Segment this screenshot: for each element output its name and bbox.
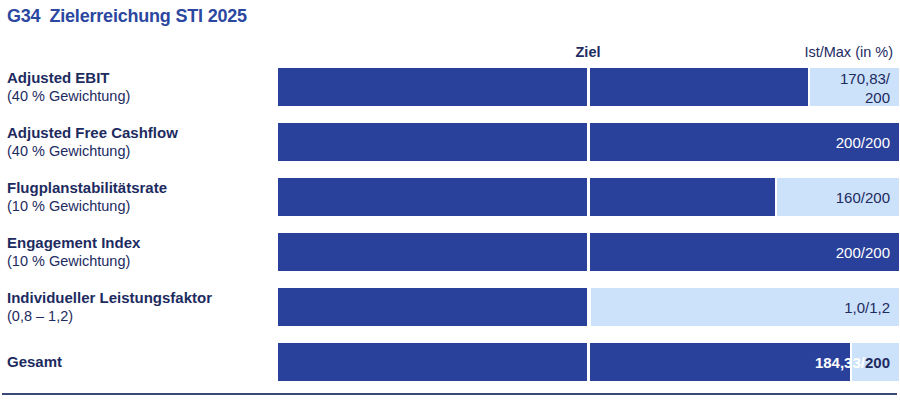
metric-row: Engagement Index(10 % Gewichtung) 200/200 xyxy=(0,233,900,271)
metric-bar-fill xyxy=(278,178,775,216)
metric-value: 184,33/200 xyxy=(815,343,890,381)
metric-label: Individueller Leistungsfaktor(0,8 – 1,2) xyxy=(7,289,269,325)
metric-value: 170,83/200 xyxy=(840,68,890,106)
metric-name: Adjusted EBIT xyxy=(7,69,269,87)
metric-bar-track: 160/200 xyxy=(278,178,899,216)
metric-bar-fill xyxy=(278,343,850,381)
target-line xyxy=(587,123,590,161)
metric-label: Adjusted Free Cashflow(40 % Gewichtung) xyxy=(7,124,269,160)
metric-weight: (10 % Gewichtung) xyxy=(7,252,269,270)
metric-bar-track: 200/200 xyxy=(278,123,899,161)
chart-title: G34 Zielerreichung STI 2025 xyxy=(7,6,247,27)
metric-weight: (40 % Gewichtung) xyxy=(7,87,269,105)
bottom-divider-line xyxy=(2,393,897,395)
target-line xyxy=(587,343,590,381)
metric-value-line: 200 xyxy=(840,88,890,106)
metric-value: 160/200 xyxy=(836,178,890,216)
metric-weight: (10 % Gewichtung) xyxy=(7,197,269,215)
target-line xyxy=(587,178,590,216)
metric-value-achieved: 184,33/ xyxy=(815,354,865,371)
chart-title-text: Zielerreichung STI 2025 xyxy=(49,6,246,26)
metric-value: 1,0/1,2 xyxy=(844,288,890,326)
target-line xyxy=(587,288,590,326)
metric-label: Flugplanstabilitätsrate(10 % Gewichtung) xyxy=(7,179,269,215)
metric-value: 200/200 xyxy=(836,123,890,161)
metric-name: Individueller Leistungsfaktor xyxy=(7,289,269,307)
chart-code: G34 xyxy=(7,6,40,26)
metric-bar-track: 1,0/1,2 xyxy=(278,288,899,326)
target-column-header: Ziel xyxy=(576,44,601,60)
metric-weight: (0,8 – 1,2) xyxy=(7,307,269,325)
metric-name: Flugplanstabilitätsrate xyxy=(7,179,269,197)
metric-row: Adjusted EBIT(40 % Gewichtung) 170,83/200 xyxy=(0,68,900,106)
metric-value: 200/200 xyxy=(836,233,890,271)
metric-weight: (40 % Gewichtung) xyxy=(7,142,269,160)
metric-label: Engagement Index(10 % Gewichtung) xyxy=(7,234,269,270)
metric-name: Gesamt xyxy=(7,353,269,371)
target-line xyxy=(587,68,590,106)
metric-bar-fill xyxy=(278,288,589,326)
target-line xyxy=(587,233,590,271)
metric-bar-track: 170,83/200 xyxy=(278,68,899,106)
metric-row: Flugplanstabilitätsrate(10 % Gewichtung)… xyxy=(0,178,900,216)
metric-name: Adjusted Free Cashflow xyxy=(7,124,269,142)
metric-value-max: 200 xyxy=(865,354,890,371)
metric-bar-fill xyxy=(278,68,808,106)
metric-label: Adjusted EBIT(40 % Gewichtung) xyxy=(7,69,269,105)
metric-row: Adjusted Free Cashflow(40 % Gewichtung) 2… xyxy=(0,123,900,161)
metric-row: Gesamt 184,33/200 xyxy=(0,343,900,381)
metric-bar-track: 200/200 xyxy=(278,233,899,271)
metric-label: Gesamt xyxy=(7,353,269,371)
metric-row: Individueller Leistungsfaktor(0,8 – 1,2)… xyxy=(0,288,900,326)
metric-bar-track: 184,33/200 xyxy=(278,343,899,381)
metric-name: Engagement Index xyxy=(7,234,269,252)
scale-column-header: Ist/Max (in %) xyxy=(804,44,893,60)
metric-value-line: 170,83/ xyxy=(840,69,890,88)
sti-goal-achievement-chart: G34 Zielerreichung STI 2025 Ziel Ist/Max … xyxy=(0,0,900,403)
